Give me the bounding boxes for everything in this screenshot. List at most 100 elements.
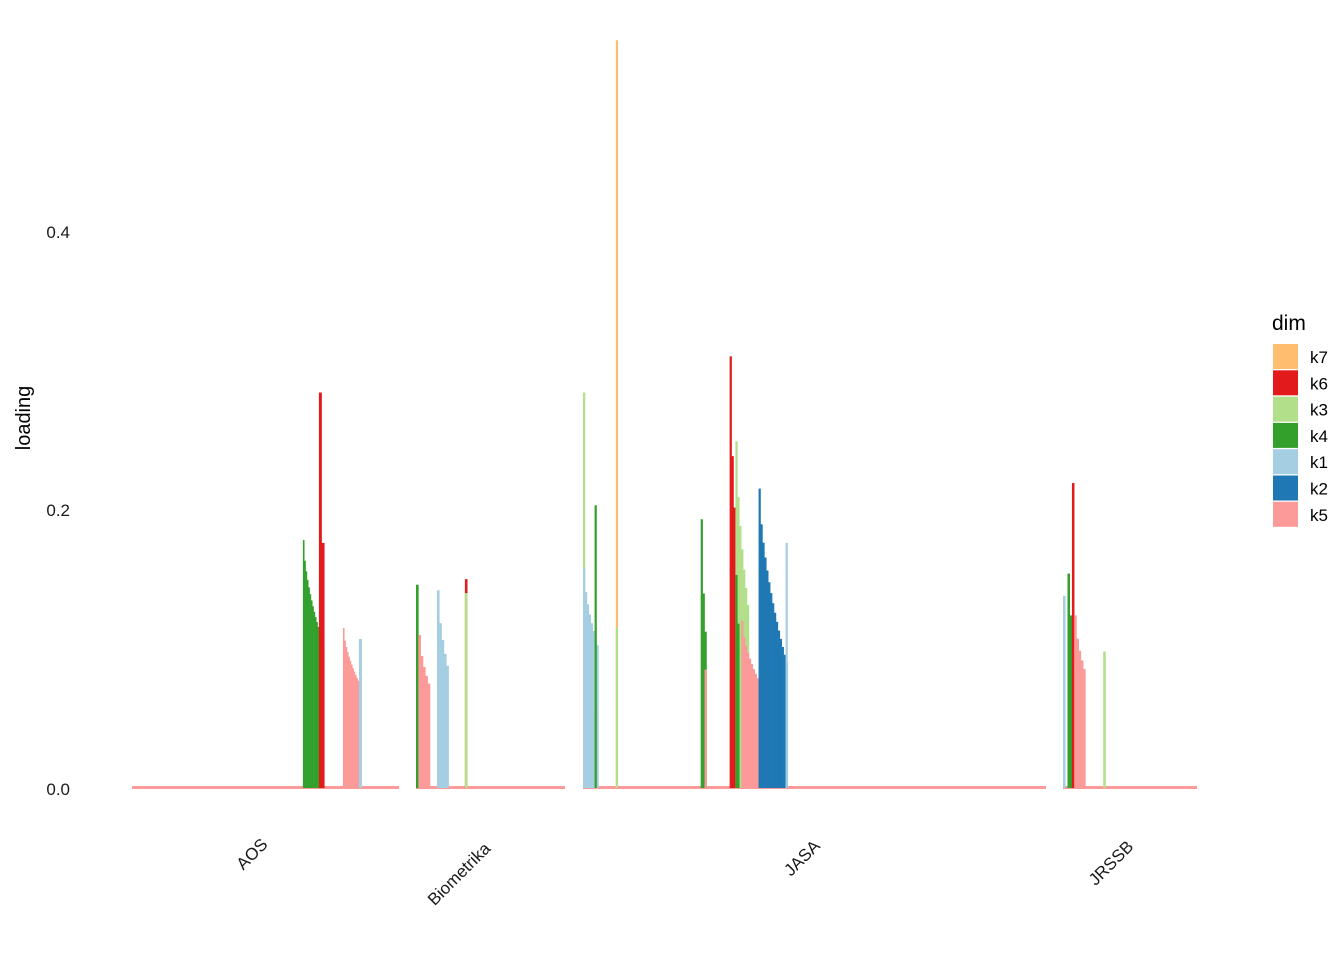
x-tick-label: Biometrika [424,839,495,910]
bar-k6 [321,542,324,788]
bar-k6 [733,507,736,788]
legend-key-k2 [1273,475,1298,501]
bar-k5 [357,680,360,788]
bar-k2 [779,638,782,788]
bar-k1 [443,653,447,788]
facet-panels: AOS Biometrika JASA JRSSB [132,40,1197,909]
bar-k2 [783,654,786,788]
bar-k4 [1067,573,1070,788]
baseline-bar [132,786,399,789]
bar-k5 [746,652,750,788]
bar-k4 [702,593,705,788]
legend-label-k7: k7 [1310,348,1328,367]
bar-k6 [1071,483,1075,788]
bar-k6 [322,542,325,788]
legend-key-k1 [1273,449,1298,475]
bar-k5 [346,652,349,788]
bar-k4 [317,626,320,788]
bar-k1 [584,591,588,788]
bar-k2 [781,646,784,788]
bar-k1 [590,623,593,788]
bar-k2 [766,570,769,788]
bar-k4 [700,519,703,788]
bar-k5 [756,678,759,788]
y-tick-label: 0.0 [46,780,70,799]
bar-k4 [304,560,306,788]
legend-key-k4 [1273,422,1298,448]
bar-k5 [354,674,357,788]
bar-k4 [314,617,317,788]
bar-k2 [773,612,777,788]
legend-label-k5: k5 [1310,506,1328,525]
bar-k5 [356,677,358,788]
bar-k6 [318,392,321,788]
bar-k5 [345,646,348,788]
bar-k2 [764,557,767,788]
bar-k5 [427,683,431,788]
baseline-bar [583,786,1046,789]
bar-k4 [735,574,738,788]
bar-k4 [416,584,419,788]
bar-k1 [1063,595,1066,788]
bar-k6 [729,356,732,788]
bar-k4 [316,622,318,788]
legend-key-k3 [1273,396,1298,422]
x-tick-label: AOS [233,835,272,874]
legend-key-k5 [1273,501,1298,527]
bar-k1 [436,590,440,788]
bar-k1 [592,631,595,788]
legend-key-k6 [1273,370,1298,396]
bar-k4 [594,505,597,788]
bar-k4 [306,579,309,788]
bar-k1 [358,639,361,788]
bar-k5 [704,669,707,788]
bar-k4 [313,611,316,788]
bar-k4 [737,623,740,788]
bar-k3 [739,525,742,788]
bar-k1 [785,542,788,788]
bar-k5 [348,656,350,788]
bar-k4 [312,606,314,788]
bar-k5 [1083,668,1086,788]
bar-k5 [741,620,744,788]
bar-k1 [441,640,445,788]
bar-k5 [1074,615,1077,788]
facet-panel-aos: AOS [132,392,399,874]
facet-panel-biometrika: Biometrika [416,579,565,909]
bar-k1 [586,604,590,788]
bar-k1 [583,567,586,788]
bar-k1 [439,623,442,788]
baseline-bar [416,786,565,789]
bar-k1 [446,665,449,788]
legend-title: dim [1272,312,1306,335]
bar-k7 [615,40,619,789]
bar-k2 [775,621,779,788]
y-axis: 0.0 0.2 0.4 loading [13,223,70,799]
bar-k5 [1080,660,1084,788]
bar-k5 [349,660,352,788]
bar-k2 [758,488,761,788]
bar-k6 [731,456,734,788]
bar-k2 [762,542,765,788]
legend: dim k7 k6 k3 k4 k1 k2 k5 [1272,312,1328,527]
bar-k4 [308,587,310,788]
y-tick-label: 0.2 [46,501,70,520]
bar-k5 [342,627,345,788]
bar-k4 [1069,615,1073,788]
bar-k1 [588,614,592,788]
facet-panel-jrssb: JRSSB [1063,483,1197,889]
bar-k2 [770,593,773,788]
bar-k5 [745,645,748,788]
bar-k5 [1076,638,1079,788]
legend-label-k4: k4 [1310,427,1328,446]
bar-k4 [302,540,305,788]
legend-key-k7 [1273,344,1298,369]
bar-k5 [752,669,755,788]
bar-k5 [352,668,354,788]
x-tick-label: JASA [780,836,824,880]
x-tick-label: JRSSB [1085,837,1137,889]
bar-k2 [768,582,771,788]
bar-k2 [760,524,763,788]
bar-k6 [320,392,322,788]
bar-k3 [464,593,468,788]
